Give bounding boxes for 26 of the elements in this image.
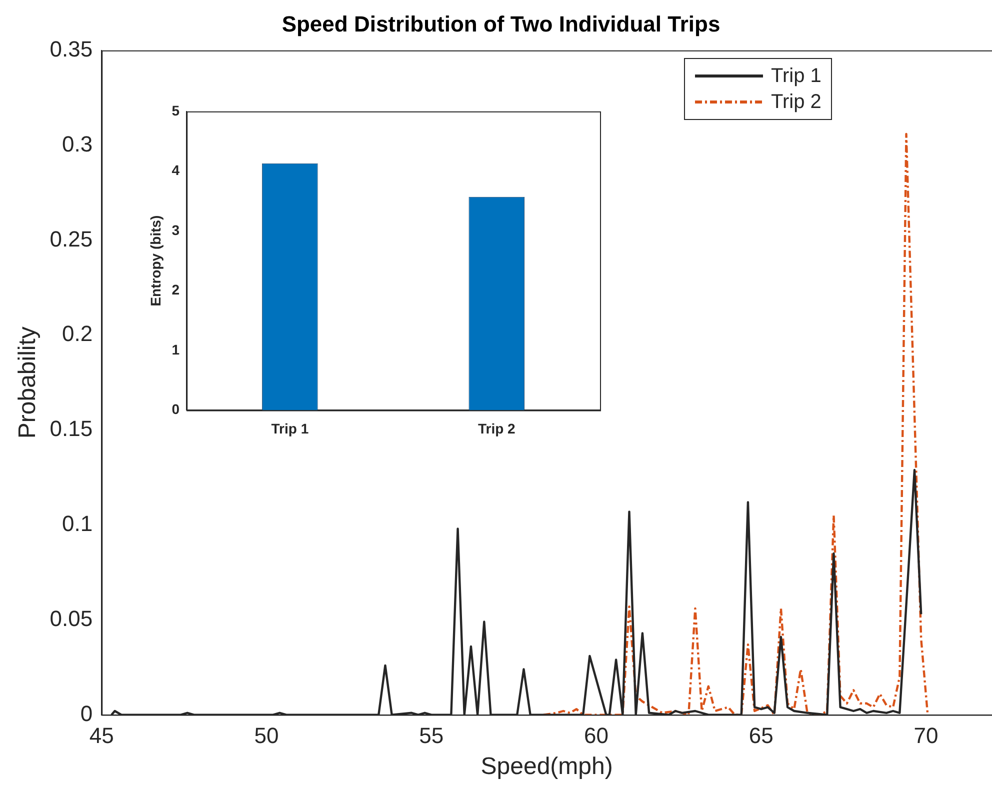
x-axis-title: Speed(mph) <box>480 753 613 780</box>
x-tick-label: 45 <box>89 723 114 748</box>
y-tick-label: 2 <box>172 282 180 298</box>
y-tick-label: 0 <box>80 700 93 726</box>
y-axis-title: Entropy (bits) <box>147 215 164 306</box>
x-tick-label: 70 <box>914 723 938 748</box>
y-tick-label: 0 <box>172 401 180 418</box>
y-tick-label: 0.35 <box>50 36 93 62</box>
x-tick-label: 60 <box>584 723 609 748</box>
y-tick-label: 0.1 <box>62 511 93 536</box>
legend-label: Trip 1 <box>771 64 822 88</box>
y-tick-label: 3 <box>172 222 180 238</box>
y-tick-label: 0.3 <box>62 131 93 156</box>
chart-title: Speed Distribution of Two Individual Trips <box>282 11 720 36</box>
legend-label: Trip 2 <box>771 90 822 114</box>
y-axis-title: Probability <box>14 326 42 439</box>
y-tick-label: 1 <box>172 341 180 358</box>
y-tick-label: 0.05 <box>50 606 93 631</box>
y-tick-label: 0.2 <box>62 321 93 346</box>
y-tick-label: 5 <box>172 102 180 118</box>
x-tick-label: 50 <box>254 723 279 748</box>
x-tick-label: 65 <box>748 723 774 748</box>
y-tick-label: 0.25 <box>50 226 93 252</box>
y-tick-label: 0.15 <box>50 416 93 442</box>
x-tick-label: 55 <box>419 723 444 748</box>
y-tick-label: 4 <box>172 162 180 178</box>
